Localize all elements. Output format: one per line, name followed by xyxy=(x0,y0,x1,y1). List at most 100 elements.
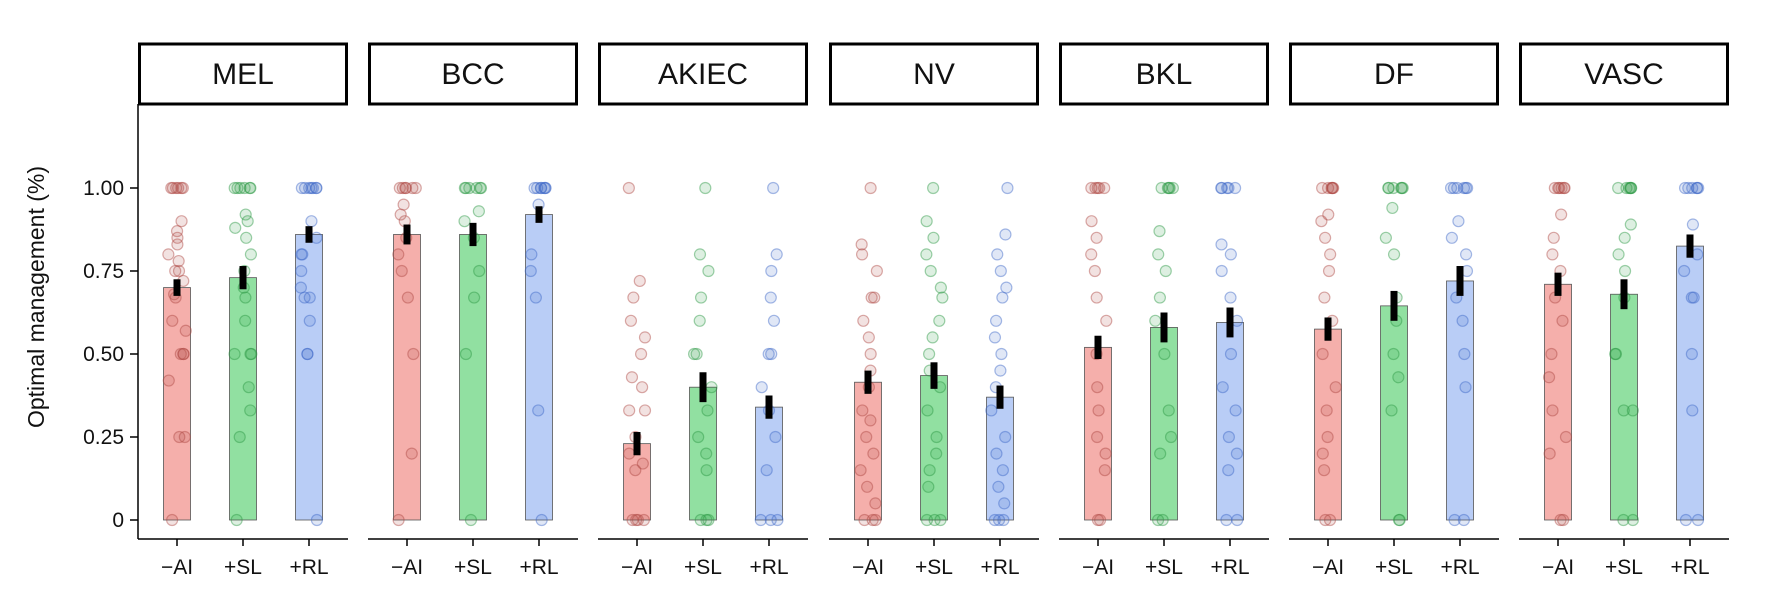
data-point xyxy=(1224,248,1237,261)
data-point xyxy=(920,215,933,228)
data-point xyxy=(755,381,768,394)
data-point xyxy=(1215,264,1228,278)
data-point xyxy=(623,404,636,417)
data-point xyxy=(1448,513,1461,527)
data-point xyxy=(1153,225,1166,238)
error-bar xyxy=(996,385,1004,409)
data-point xyxy=(927,181,940,195)
data-point xyxy=(1682,181,1695,195)
x-tick-label: +RL xyxy=(749,556,788,579)
facet-title: NV xyxy=(913,58,955,91)
data-point xyxy=(241,215,254,228)
x-tick-label: +RL xyxy=(980,556,1019,579)
data-point xyxy=(464,513,478,527)
data-point xyxy=(470,181,483,195)
data-point xyxy=(463,181,476,195)
data-point xyxy=(1161,181,1175,195)
data-point xyxy=(1623,181,1636,195)
data-point xyxy=(1609,347,1623,361)
data-point xyxy=(1099,447,1112,460)
data-point xyxy=(1090,231,1103,244)
bar-df-0 xyxy=(1314,328,1342,521)
error-bar xyxy=(1324,317,1332,341)
data-point xyxy=(1379,231,1392,244)
data-point xyxy=(1459,248,1473,261)
data-point xyxy=(988,513,1001,527)
data-point xyxy=(539,181,552,195)
data-point xyxy=(1090,291,1103,304)
data-point xyxy=(985,404,998,417)
data-point xyxy=(238,181,251,195)
data-point xyxy=(864,414,877,427)
data-point xyxy=(1324,248,1337,261)
data-point xyxy=(177,347,190,361)
data-point xyxy=(1228,181,1242,195)
data-point xyxy=(693,314,706,327)
data-point xyxy=(860,430,873,444)
data-point xyxy=(922,480,935,493)
data-point xyxy=(1154,447,1167,460)
data-point xyxy=(991,248,1004,261)
error-bar xyxy=(699,372,707,403)
data-point xyxy=(988,331,1002,344)
data-point xyxy=(1691,513,1705,527)
data-point xyxy=(1000,281,1013,294)
data-point xyxy=(458,181,471,195)
data-point xyxy=(458,215,471,228)
data-point xyxy=(1686,181,1699,195)
data-point xyxy=(244,404,257,417)
y-tick-label: 0.75 xyxy=(83,260,124,283)
facet-title-box xyxy=(368,42,578,106)
y-tick-label: 0 xyxy=(112,509,124,532)
data-point xyxy=(627,291,640,304)
data-point xyxy=(171,238,184,251)
data-point xyxy=(1316,347,1329,361)
data-point xyxy=(394,208,407,221)
data-point xyxy=(934,513,947,527)
data-point xyxy=(399,181,413,195)
data-point xyxy=(1091,181,1104,195)
data-point xyxy=(1158,347,1171,361)
data-point xyxy=(176,181,189,195)
data-point xyxy=(1609,347,1622,361)
x-tick-label: +RL xyxy=(289,556,328,579)
data-point xyxy=(1557,513,1570,527)
data-point xyxy=(1321,430,1334,444)
data-point xyxy=(1624,181,1637,195)
data-point xyxy=(1318,291,1331,304)
data-point xyxy=(692,430,705,444)
data-point xyxy=(857,314,870,327)
data-point xyxy=(1617,404,1630,417)
data-point xyxy=(997,513,1010,527)
data-point xyxy=(310,181,323,195)
data-point xyxy=(310,231,323,244)
data-point xyxy=(930,447,943,460)
data-point xyxy=(920,513,934,527)
data-point xyxy=(999,430,1012,444)
data-point xyxy=(1093,513,1107,527)
data-point xyxy=(1392,513,1406,527)
data-point xyxy=(995,347,1008,361)
facet-akiec: AKIEC −AI +SL +RL xyxy=(598,42,808,579)
data-point xyxy=(764,513,777,527)
data-point xyxy=(310,181,323,195)
data-point xyxy=(1558,181,1571,195)
facet-title-box xyxy=(1289,42,1499,106)
data-point xyxy=(393,181,406,195)
data-point xyxy=(298,291,311,304)
facet-title-box xyxy=(598,42,808,106)
data-point xyxy=(407,347,420,361)
data-point xyxy=(1091,381,1104,394)
data-point xyxy=(175,215,188,228)
data-point xyxy=(869,497,882,510)
data-point xyxy=(996,464,1009,477)
bar-akiec-0 xyxy=(623,443,651,521)
facet-title: BCC xyxy=(441,58,504,91)
data-point xyxy=(310,513,324,527)
data-point xyxy=(1385,404,1398,417)
data-point xyxy=(1322,208,1335,221)
data-point xyxy=(303,314,316,327)
x-tick-label: +SL xyxy=(454,556,492,579)
data-point xyxy=(1554,513,1567,527)
data-point xyxy=(459,347,473,361)
